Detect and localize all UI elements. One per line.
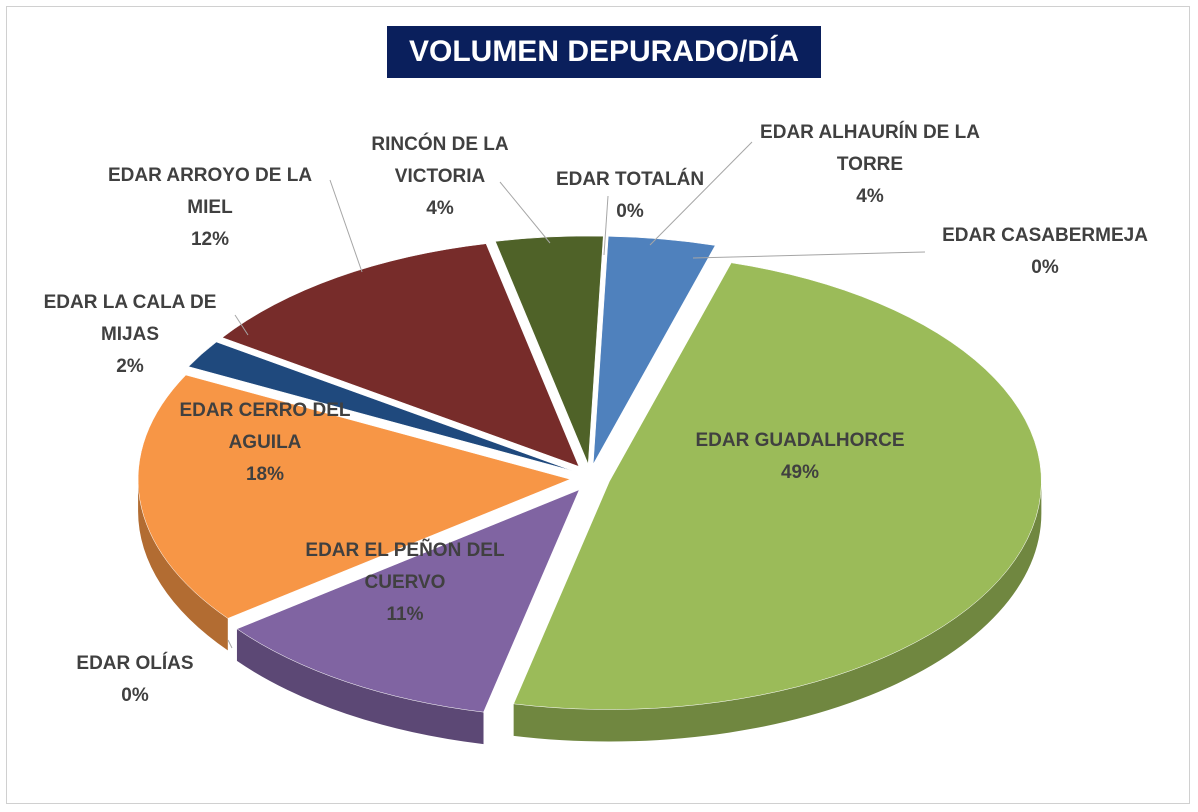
slice: [592, 236, 716, 465]
category-label: EDAR EL PEÑON DEL CUERVO: [305, 540, 505, 593]
chart-frame: [6, 6, 1190, 804]
category-label: EDAR ARROYO DE LA MIEL: [107, 165, 313, 218]
data-label: RINCÓN DE LA VICTORIA 4%: [350, 129, 530, 225]
value-label: 12%: [190, 229, 230, 250]
data-label: EDAR ALHAURÍN DE LA TORRE 4%: [750, 117, 990, 213]
category-label: EDAR LA CALA DE MIJAS: [43, 292, 217, 345]
chart-title: VOLUMEN DEPURADO/DÍA: [387, 26, 821, 78]
slice-tops: [137, 235, 1042, 713]
data-label: EDAR GUADALHORCE 49%: [680, 425, 920, 489]
data-label: EDAR TOTALÁN 0%: [530, 164, 730, 228]
category-label: RINCÓN DE LA VICTORIA: [371, 134, 509, 187]
value-label: 11%: [386, 604, 424, 625]
data-label: EDAR EL PEÑON DEL CUERVO 11%: [280, 535, 530, 631]
leader-line: [227, 639, 233, 649]
value-label: 18%: [245, 464, 285, 485]
category-label: EDAR CERRO DEL AGUILA: [179, 400, 351, 453]
slice: [137, 374, 571, 619]
category-label: EDAR ALHAURÍN DE LA TORRE: [760, 122, 980, 175]
category-label: EDAR OLÍAS: [76, 653, 194, 674]
value-label: 4%: [856, 186, 884, 207]
value-label: 49%: [780, 462, 820, 483]
leader-line: [603, 195, 609, 256]
value-label: 0%: [616, 201, 644, 222]
data-label: EDAR CERRO DEL AGUILA 18%: [150, 395, 380, 491]
leader-line: [649, 141, 753, 246]
slice: [188, 341, 573, 472]
slice-side: [513, 481, 1042, 742]
value-label: 2%: [116, 356, 144, 377]
data-label: EDAR ARROYO DE LA MIEL 12%: [90, 160, 330, 256]
leader-line: [234, 314, 249, 336]
leader-line: [329, 179, 363, 273]
slice-side: [138, 479, 228, 651]
data-label: EDAR LA CALA DE MIJAS 2%: [20, 287, 240, 383]
value-label: 0%: [121, 685, 149, 706]
leader-line: [499, 181, 551, 244]
data-label: EDAR CASABERMEJA 0%: [925, 220, 1165, 284]
data-label: EDAR OLÍAS 0%: [40, 648, 230, 712]
slice: [595, 245, 718, 465]
leader-line: [692, 251, 926, 259]
slice: [513, 262, 1042, 710]
value-label: 0%: [1031, 257, 1059, 278]
slice: [236, 489, 580, 713]
value-label: 4%: [426, 198, 454, 219]
category-label: EDAR GUADALHORCE: [695, 430, 905, 451]
slice: [495, 235, 604, 465]
category-label: EDAR CASABERMEJA: [942, 225, 1148, 246]
category-label: EDAR TOTALÁN: [555, 169, 705, 190]
